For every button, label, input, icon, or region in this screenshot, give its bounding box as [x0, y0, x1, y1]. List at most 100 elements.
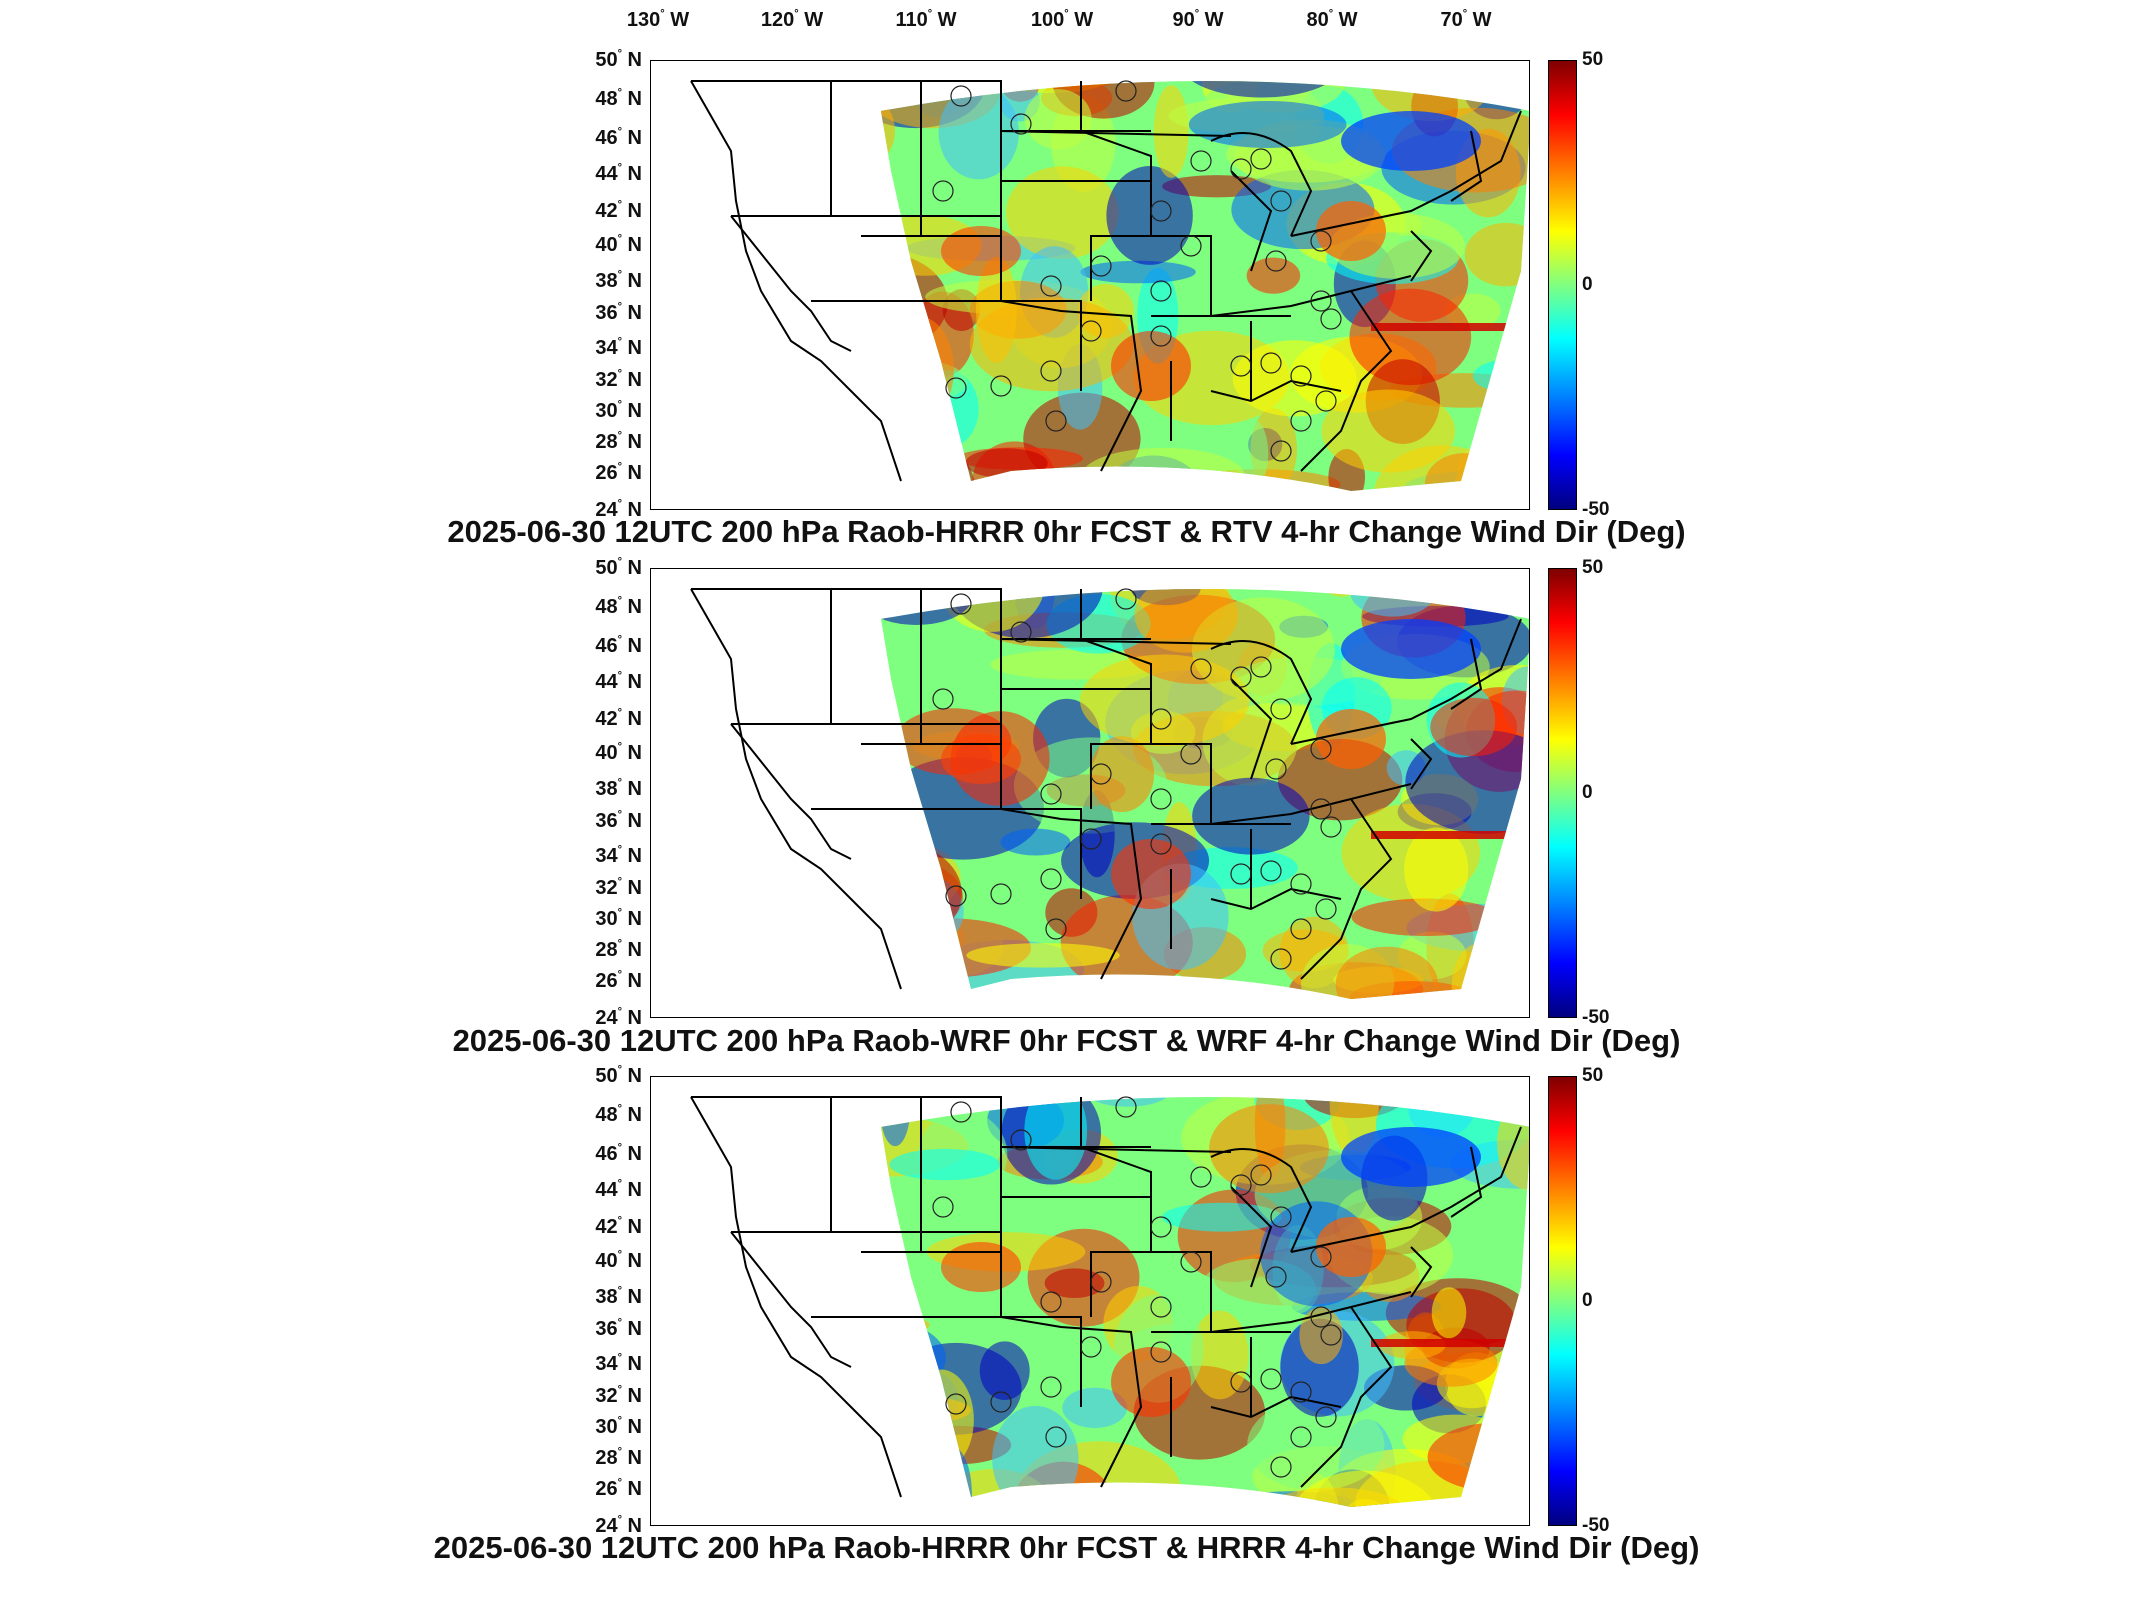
- colorbar: [1548, 568, 1577, 1018]
- raob-station-marker: [1010, 621, 1032, 643]
- raob-station-marker: [1040, 868, 1062, 890]
- panel-title: 2025-06-30 12UTC 200 hPa Raob-WRF 0hr FC…: [452, 1023, 1681, 1058]
- raob-station-marker: [1040, 1376, 1062, 1398]
- colorbar: [1548, 1076, 1577, 1526]
- raob-station-marker: [1310, 738, 1332, 760]
- raob-station-marker: [1090, 1271, 1112, 1293]
- lat-label: 24° N: [595, 1006, 642, 1029]
- lat-label: 46° N: [595, 634, 642, 657]
- raob-station-marker: [1230, 863, 1252, 885]
- raob-station-marker: [1150, 325, 1172, 347]
- raob-station-marker: [1230, 158, 1252, 180]
- raob-station-marker: [1150, 200, 1172, 222]
- lat-label: 26° N: [595, 1477, 642, 1500]
- lat-label: 32° N: [595, 876, 642, 899]
- raob-station-marker: [1315, 898, 1337, 920]
- raob-station-marker: [1270, 440, 1292, 462]
- lat-label: 34° N: [595, 844, 642, 867]
- raob-station-marker: [1270, 190, 1292, 212]
- raob-station-marker: [1310, 1306, 1332, 1328]
- raob-station-marker: [1270, 1456, 1292, 1478]
- raob-station-marker: [1010, 1129, 1032, 1151]
- lat-label: 24° N: [595, 1514, 642, 1537]
- raob-station-marker: [1150, 1216, 1172, 1238]
- raob-station-marker: [1010, 113, 1032, 135]
- colorbar-tick-label: 0: [1582, 782, 1593, 803]
- colorbar-tick-label: 0: [1582, 1290, 1593, 1311]
- lon-label: 80° W: [1306, 8, 1358, 31]
- raob-station-marker: [1115, 80, 1137, 102]
- lat-label: 36° N: [595, 809, 642, 832]
- raob-station-marker: [1150, 708, 1172, 730]
- raob-station-marker: [1290, 1426, 1312, 1448]
- lat-label: 46° N: [595, 126, 642, 149]
- lat-label: 34° N: [595, 336, 642, 359]
- raob-station-marker: [1260, 352, 1282, 374]
- raob-station-marker: [945, 885, 967, 907]
- raob-station-marker: [1315, 390, 1337, 412]
- raob-station-marker: [945, 377, 967, 399]
- state-boundaries: [690, 588, 1522, 990]
- map-frame: [650, 60, 1530, 510]
- lat-label: 42° N: [595, 199, 642, 222]
- raob-station-marker: [1290, 873, 1312, 895]
- raob-station-marker: [990, 375, 1012, 397]
- raob-station-marker: [1180, 1251, 1202, 1273]
- raob-station-marker: [1080, 828, 1102, 850]
- lon-label: 130° W: [626, 8, 690, 31]
- lat-label: 44° N: [595, 1178, 642, 1201]
- raob-station-marker: [1310, 230, 1332, 252]
- raob-station-marker: [932, 1196, 954, 1218]
- lat-label: 40° N: [595, 741, 642, 764]
- raob-station-marker: [1230, 1174, 1252, 1196]
- lat-label: 40° N: [595, 233, 642, 256]
- map-canvas: [690, 588, 1529, 999]
- colorbar-tick-label: -50: [1582, 1515, 1610, 1536]
- colorbar-tick-label: -50: [1582, 499, 1610, 520]
- raob-station-marker: [1290, 1381, 1312, 1403]
- raob-station-marker: [1270, 698, 1292, 720]
- raob-station-marker: [1150, 1341, 1172, 1363]
- lat-label: 36° N: [595, 301, 642, 324]
- lat-label: 40° N: [595, 1249, 642, 1272]
- lat-label: 38° N: [595, 777, 642, 800]
- raob-station-marker: [1260, 1368, 1282, 1390]
- raob-station-marker: [1045, 1426, 1067, 1448]
- raob-station-marker: [1150, 1296, 1172, 1318]
- lat-label: 48° N: [595, 595, 642, 618]
- state-boundaries: [690, 1096, 1522, 1498]
- lat-label: 36° N: [595, 1317, 642, 1340]
- raob-station-marker: [1045, 918, 1067, 940]
- lat-label: 30° N: [595, 907, 642, 930]
- raob-station-marker: [1250, 148, 1272, 170]
- raob-station-marker: [1190, 658, 1212, 680]
- raob-station-marker: [1190, 1166, 1212, 1188]
- raob-stations: [932, 588, 1342, 970]
- raob-station-marker: [1290, 365, 1312, 387]
- raob-station-marker: [1040, 783, 1062, 805]
- lat-label: 30° N: [595, 399, 642, 422]
- raob-station-marker: [1190, 150, 1212, 172]
- raob-station-marker: [1040, 275, 1062, 297]
- lat-label: 50° N: [595, 48, 642, 71]
- raob-station-marker: [1260, 860, 1282, 882]
- raob-station-marker: [1150, 833, 1172, 855]
- colorbar-tick-label: -50: [1582, 1007, 1610, 1028]
- raob-station-marker: [1230, 666, 1252, 688]
- lon-label: 120° W: [760, 8, 824, 31]
- raob-station-marker: [1040, 1291, 1062, 1313]
- map-canvas: [690, 1096, 1529, 1507]
- raob-station-marker: [1080, 320, 1102, 342]
- colorbar-tick-label: 0: [1582, 274, 1593, 295]
- raob-station-marker: [1310, 798, 1332, 820]
- raob-station-marker: [1150, 788, 1172, 810]
- lat-label: 26° N: [595, 969, 642, 992]
- lat-label: 44° N: [595, 670, 642, 693]
- lat-label: 28° N: [595, 430, 642, 453]
- raob-station-marker: [1320, 816, 1342, 838]
- raob-station-marker: [1115, 588, 1137, 610]
- raob-station-marker: [1045, 410, 1067, 432]
- lat-label: 46° N: [595, 1142, 642, 1165]
- raob-station-marker: [1270, 1206, 1292, 1228]
- map-canvas: [690, 80, 1529, 491]
